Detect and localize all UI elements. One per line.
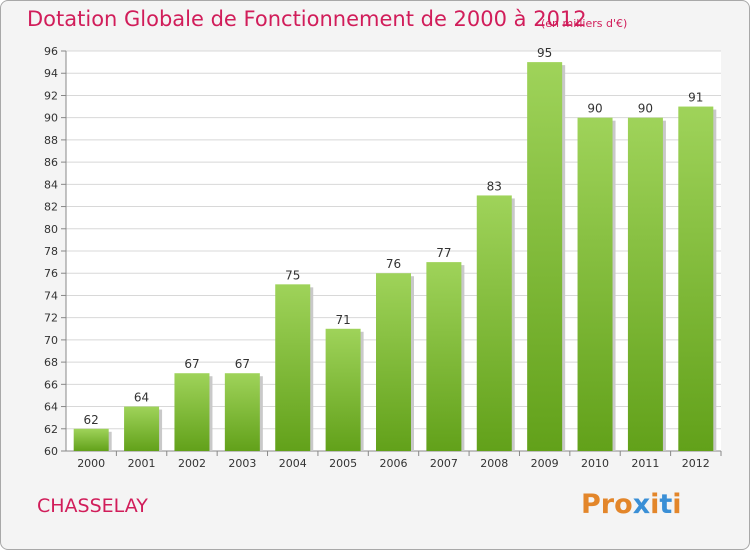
logo-letter: i (650, 489, 660, 520)
chart-title: Dotation Globale de Fonctionnement de 20… (27, 7, 587, 31)
y-tick-label: 66 (44, 378, 58, 391)
logo-letter: P (581, 489, 601, 520)
bar (224, 373, 260, 451)
bar (376, 273, 411, 451)
data-label: 75 (285, 268, 300, 282)
y-tick-label: 70 (44, 334, 58, 347)
y-tick-label: 90 (44, 112, 58, 125)
bar (527, 62, 563, 451)
y-tick-label: 92 (44, 89, 58, 102)
logo-letter: r (600, 489, 615, 520)
x-tick-label: 2005 (329, 457, 357, 470)
logo-letter: o (614, 489, 633, 520)
data-label: 67 (235, 357, 250, 371)
bar (577, 117, 613, 452)
x-tick-label: 2003 (228, 457, 256, 470)
bar (124, 406, 160, 451)
bar (627, 117, 663, 452)
y-tick-label: 68 (44, 356, 58, 369)
y-tick-label: 76 (44, 267, 58, 280)
x-tick-label: 2012 (682, 457, 710, 470)
y-tick-label: 84 (44, 178, 58, 191)
data-label: 67 (184, 357, 199, 371)
x-tick-label: 2006 (380, 457, 408, 470)
y-tick-label: 86 (44, 156, 58, 169)
bar (678, 106, 714, 452)
y-tick-label: 64 (44, 401, 58, 414)
bar (476, 195, 512, 451)
proxiti-logo[interactable]: Proxiti (581, 489, 682, 520)
x-tick-label: 2007 (430, 457, 458, 470)
chart-subtitle: (en milliers d'€) (541, 17, 628, 30)
y-tick-label: 80 (44, 223, 58, 236)
logo-letter: x (632, 489, 651, 520)
data-label: 90 (587, 102, 602, 116)
x-tick-label: 2001 (128, 457, 156, 470)
data-label: 77 (436, 246, 451, 260)
bar (275, 284, 311, 451)
bar (325, 328, 361, 451)
y-tick-label: 96 (44, 45, 58, 58)
y-tick-label: 78 (44, 245, 58, 258)
data-label: 62 (84, 413, 99, 427)
y-tick-label: 94 (44, 67, 58, 80)
bar (73, 428, 109, 451)
y-tick-label: 72 (44, 312, 58, 325)
x-tick-label: 2009 (531, 457, 559, 470)
y-tick-label: 62 (44, 423, 58, 436)
data-label: 90 (638, 102, 653, 116)
y-tick-label: 88 (44, 134, 58, 147)
y-tick-label: 82 (44, 201, 58, 214)
data-label: 83 (487, 179, 502, 193)
data-label: 95 (537, 46, 552, 60)
bar (426, 262, 462, 451)
bar (174, 373, 210, 451)
x-tick-label: 2002 (178, 457, 206, 470)
x-tick-label: 2008 (480, 457, 508, 470)
x-tick-label: 2004 (279, 457, 307, 470)
data-label: 76 (386, 257, 401, 271)
logo-letter: t (659, 489, 673, 520)
data-label: 64 (134, 391, 149, 405)
x-tick-label: 2011 (631, 457, 659, 470)
x-tick-label: 2010 (581, 457, 609, 470)
logo-letter: i (672, 489, 682, 520)
y-tick-label: 74 (44, 289, 58, 302)
data-label: 91 (688, 91, 703, 105)
data-label: 71 (335, 313, 350, 327)
x-tick-label: 2000 (77, 457, 105, 470)
y-tick-label: 60 (44, 445, 58, 458)
commune-name: CHASSELAY (37, 495, 148, 517)
